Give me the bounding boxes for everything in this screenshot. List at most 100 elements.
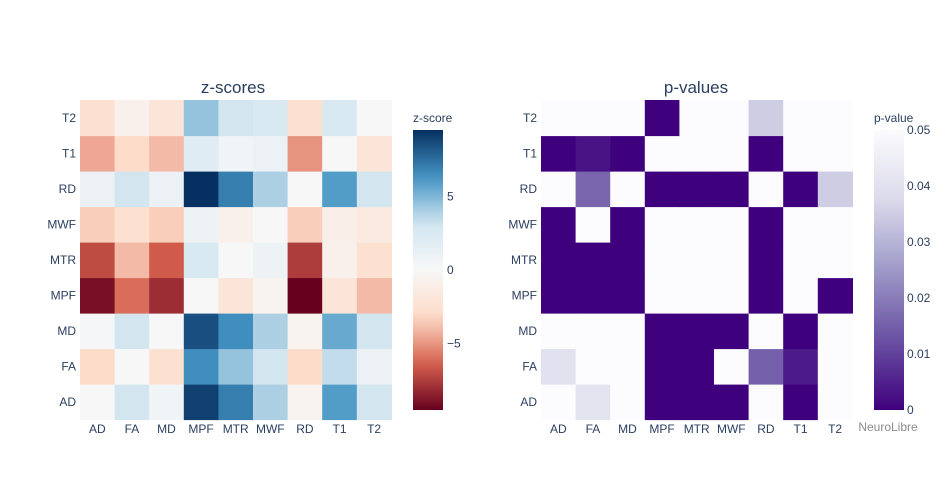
heatmap-cell[interactable] <box>679 242 715 279</box>
heatmap-cell[interactable] <box>218 171 254 208</box>
heatmap-cell[interactable] <box>783 313 819 350</box>
heatmap-cell[interactable] <box>575 100 611 137</box>
heatmap-cell[interactable] <box>218 100 254 137</box>
heatmap-cell[interactable] <box>356 171 392 208</box>
heatmap-cell[interactable] <box>817 135 853 172</box>
heatmap-cell[interactable] <box>610 100 646 137</box>
heatmap-cell[interactable] <box>679 135 715 172</box>
heatmap-cell[interactable] <box>80 100 116 137</box>
heatmap-cell[interactable] <box>714 135 750 172</box>
heatmap-cell[interactable] <box>114 313 150 350</box>
heatmap-cell[interactable] <box>783 348 819 385</box>
heatmap-cell[interactable] <box>114 171 150 208</box>
heatmap-cell[interactable] <box>714 277 750 314</box>
heatmap-cell[interactable] <box>575 171 611 208</box>
heatmap-cell[interactable] <box>218 135 254 172</box>
heatmap-cell[interactable] <box>679 206 715 243</box>
heatmap-cell[interactable] <box>183 206 219 243</box>
heatmap-cell[interactable] <box>80 171 116 208</box>
heatmap-cell[interactable] <box>679 277 715 314</box>
heatmap-cell[interactable] <box>287 100 323 137</box>
heatmap-cell[interactable] <box>80 206 116 243</box>
heatmap-cell[interactable] <box>541 242 577 279</box>
heatmap-cell[interactable] <box>748 135 784 172</box>
heatmap-cell[interactable] <box>714 171 750 208</box>
heatmap-cell[interactable] <box>679 384 715 421</box>
heatmap-cell[interactable] <box>783 384 819 421</box>
heatmap-cell[interactable] <box>149 135 185 172</box>
heatmap-cell[interactable] <box>80 277 116 314</box>
heatmap-cell[interactable] <box>183 171 219 208</box>
heatmap-cell[interactable] <box>114 277 150 314</box>
heatmap-cell[interactable] <box>575 384 611 421</box>
heatmap-cell[interactable] <box>183 384 219 421</box>
heatmap-cell[interactable] <box>783 171 819 208</box>
heatmap-cell[interactable] <box>287 348 323 385</box>
heatmap-cell[interactable] <box>149 206 185 243</box>
heatmap-cell[interactable] <box>218 242 254 279</box>
heatmap-cell[interactable] <box>541 171 577 208</box>
heatmap-cell[interactable] <box>322 384 358 421</box>
heatmap-cell[interactable] <box>575 135 611 172</box>
heatmap-cell[interactable] <box>817 171 853 208</box>
heatmap-cell[interactable] <box>114 242 150 279</box>
heatmap-cell[interactable] <box>575 206 611 243</box>
heatmap-cell[interactable] <box>783 242 819 279</box>
heatmap-cell[interactable] <box>218 277 254 314</box>
heatmap-cell[interactable] <box>253 206 289 243</box>
heatmap-cell[interactable] <box>149 348 185 385</box>
heatmap-cell[interactable] <box>679 348 715 385</box>
heatmap-cell[interactable] <box>541 100 577 137</box>
heatmap-cell[interactable] <box>80 313 116 350</box>
heatmap-cell[interactable] <box>114 206 150 243</box>
heatmap-cell[interactable] <box>575 242 611 279</box>
heatmap-cell[interactable] <box>149 171 185 208</box>
heatmap-cell[interactable] <box>183 242 219 279</box>
heatmap-cell[interactable] <box>322 135 358 172</box>
heatmap-cell[interactable] <box>356 313 392 350</box>
heatmap-cell[interactable] <box>714 206 750 243</box>
heatmap-cell[interactable] <box>218 313 254 350</box>
heatmap-cell[interactable] <box>149 313 185 350</box>
heatmap-cell[interactable] <box>575 277 611 314</box>
heatmap-cell[interactable] <box>817 100 853 137</box>
heatmap-cell[interactable] <box>610 277 646 314</box>
heatmap-cell[interactable] <box>287 277 323 314</box>
heatmap-cell[interactable] <box>714 100 750 137</box>
heatmap-cell[interactable] <box>541 277 577 314</box>
heatmap-cell[interactable] <box>644 384 680 421</box>
heatmap-cell[interactable] <box>644 313 680 350</box>
heatmap-cell[interactable] <box>817 206 853 243</box>
heatmap-cell[interactable] <box>541 313 577 350</box>
heatmap-cell[interactable] <box>322 206 358 243</box>
heatmap-cell[interactable] <box>356 348 392 385</box>
heatmap-cell[interactable] <box>356 135 392 172</box>
heatmap-cell[interactable] <box>322 313 358 350</box>
heatmap-cell[interactable] <box>287 313 323 350</box>
heatmap-cell[interactable] <box>183 100 219 137</box>
heatmap-cell[interactable] <box>356 100 392 137</box>
heatmap-cell[interactable] <box>80 242 116 279</box>
heatmap-cell[interactable] <box>183 348 219 385</box>
heatmap-cell[interactable] <box>114 135 150 172</box>
heatmap-cell[interactable] <box>356 206 392 243</box>
heatmap-cell[interactable] <box>783 135 819 172</box>
heatmap-cell[interactable] <box>287 171 323 208</box>
heatmap-cell[interactable] <box>748 348 784 385</box>
heatmap-cell[interactable] <box>783 277 819 314</box>
heatmap-cell[interactable] <box>575 313 611 350</box>
heatmap-cell[interactable] <box>610 135 646 172</box>
heatmap-cell[interactable] <box>287 206 323 243</box>
heatmap-cell[interactable] <box>149 384 185 421</box>
heatmap-cell[interactable] <box>575 348 611 385</box>
heatmap-cell[interactable] <box>253 277 289 314</box>
heatmap-cell[interactable] <box>748 100 784 137</box>
heatmap-cell[interactable] <box>149 242 185 279</box>
heatmap-cell[interactable] <box>253 171 289 208</box>
heatmap-cell[interactable] <box>817 384 853 421</box>
heatmap-cell[interactable] <box>183 277 219 314</box>
heatmap-cell[interactable] <box>783 100 819 137</box>
heatmap-cell[interactable] <box>218 348 254 385</box>
heatmap-cell[interactable] <box>541 384 577 421</box>
heatmap-cell[interactable] <box>541 348 577 385</box>
